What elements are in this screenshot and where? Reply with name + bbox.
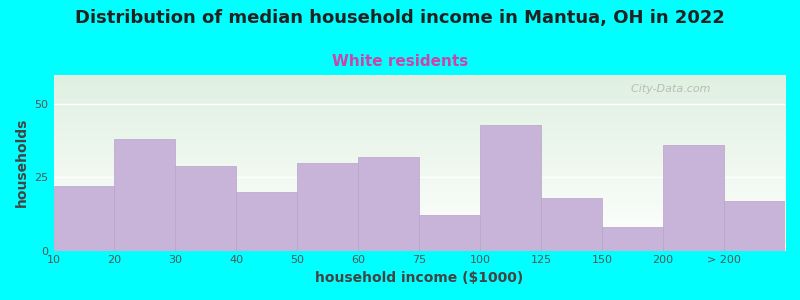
Bar: [419, 215, 480, 250]
Bar: [298, 163, 358, 250]
Text: Distribution of median household income in Mantua, OH in 2022: Distribution of median household income …: [75, 9, 725, 27]
Y-axis label: households: households: [15, 118, 29, 208]
Bar: [114, 140, 175, 250]
Bar: [663, 145, 724, 250]
Bar: [237, 192, 298, 250]
Bar: [358, 157, 419, 250]
Bar: [480, 125, 541, 250]
Bar: [541, 198, 602, 250]
Bar: [724, 201, 785, 250]
Bar: [54, 186, 114, 250]
Text: City-Data.com: City-Data.com: [624, 84, 710, 94]
Bar: [602, 227, 663, 250]
Bar: [175, 166, 237, 250]
X-axis label: household income ($1000): household income ($1000): [315, 271, 523, 285]
Text: White residents: White residents: [332, 54, 468, 69]
